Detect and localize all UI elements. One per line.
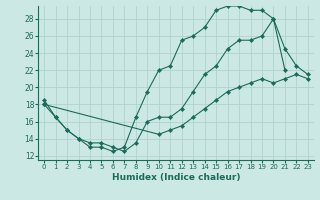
X-axis label: Humidex (Indice chaleur): Humidex (Indice chaleur) <box>112 173 240 182</box>
